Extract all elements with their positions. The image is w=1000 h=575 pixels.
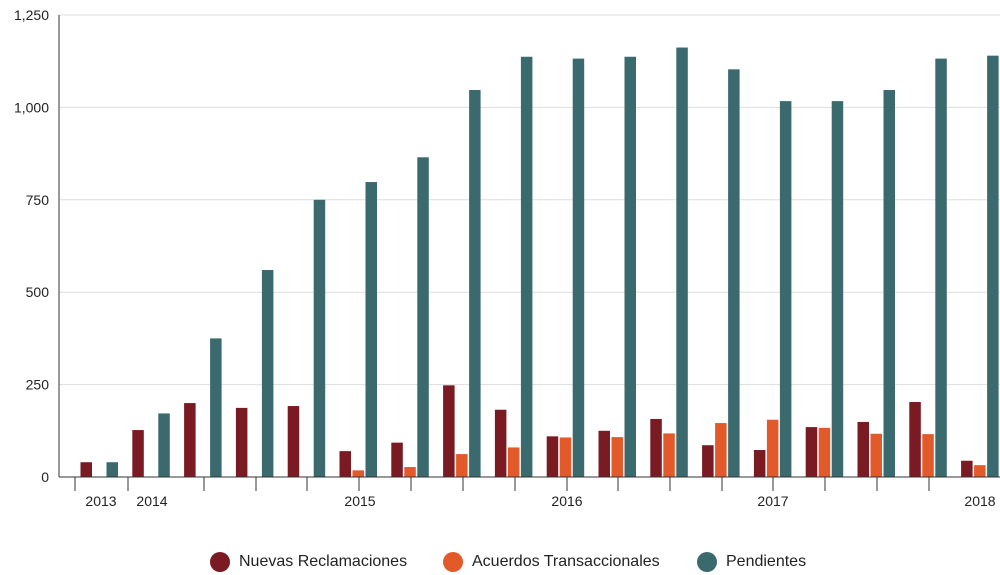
bar-nuevas-reclamaciones: [494, 409, 507, 477]
bar-pendientes: [935, 58, 947, 478]
bar-nuevas-reclamaciones: [443, 385, 455, 477]
bar-nuevas-reclamaciones: [753, 450, 766, 477]
bar-acuerdos-transaccionales: [922, 434, 934, 477]
legend-item-nuevas-reclamaciones: Nuevas Reclamaciones: [210, 549, 407, 575]
bar-nuevas-reclamaciones: [287, 406, 300, 477]
legend-label: Pendientes: [726, 553, 807, 570]
bar-nuevas-reclamaciones: [805, 427, 818, 477]
bar-pendientes: [520, 56, 533, 477]
bar-pendientes: [106, 462, 118, 477]
bar-acuerdos-transaccionales: [611, 437, 623, 477]
bar-acuerdos-transaccionales: [456, 454, 468, 477]
bar-pendientes: [261, 270, 274, 477]
bar-pendientes: [987, 55, 999, 477]
legend-swatch-pendientes: [697, 552, 717, 572]
bar-pendientes: [728, 69, 740, 477]
x-tick-label: 2018: [964, 493, 995, 509]
x-tick-label: 2016: [551, 493, 582, 509]
bar-pendientes: [831, 101, 844, 478]
bar-nuevas-reclamaciones: [961, 460, 973, 477]
bar-acuerdos-transaccionales: [663, 433, 675, 477]
y-tick-label: 1,000: [14, 99, 49, 115]
bar-nuevas-reclamaciones: [598, 430, 610, 477]
legend-label: Nuevas Reclamaciones: [239, 553, 408, 570]
legend-label: Acuerdos Transaccionales: [472, 553, 660, 570]
bar-acuerdos-transaccionales: [818, 427, 831, 477]
bar-pendientes: [883, 90, 895, 477]
legend-swatch-nuevas-reclamaciones: [210, 552, 230, 572]
bar-pendientes: [779, 101, 792, 478]
y-axis-labels: 0 250 500 750 1,000 1,250: [14, 7, 49, 485]
y-tick-label: 0: [41, 469, 49, 485]
y-tick-label: 500: [26, 284, 50, 300]
bar-nuevas-reclamaciones: [546, 436, 559, 477]
bar-nuevas-reclamaciones: [184, 403, 196, 477]
bar-nuevas-reclamaciones: [235, 407, 248, 477]
x-tick-label: 2013: [85, 493, 116, 509]
bar-nuevas-reclamaciones: [339, 451, 351, 477]
bar-nuevas-reclamaciones: [132, 430, 144, 477]
bar-acuerdos-transaccionales: [766, 419, 779, 477]
bar-acuerdos-transaccionales: [715, 423, 727, 477]
bar-pendientes: [365, 182, 377, 477]
legend-item-acuerdos-transaccionales: Acuerdos Transaccionales: [443, 549, 660, 575]
x-tick-label: 2017: [757, 493, 788, 509]
bar-pendientes: [210, 338, 222, 477]
x-axis: 2013 2014 2015 2016 2017 2018: [59, 476, 1000, 509]
bar-pendientes: [469, 90, 481, 477]
bar-acuerdos-transaccionales: [974, 465, 986, 477]
legend-swatch-acuerdos-transaccionales: [443, 552, 463, 572]
bar-pendientes: [676, 47, 688, 477]
x-tick-label: 2014: [136, 493, 167, 509]
bar-nuevas-reclamaciones: [391, 442, 403, 477]
bar-nuevas-reclamaciones: [650, 418, 662, 477]
bar-pendientes: [624, 56, 636, 477]
legend: Nuevas Reclamaciones Acuerdos Transaccio…: [0, 549, 1000, 575]
bars: [80, 47, 999, 478]
y-tick-label: 1,250: [14, 7, 49, 23]
y-tick-label: 250: [26, 377, 50, 393]
bar-pendientes: [313, 199, 326, 478]
y-tick-label: 750: [26, 192, 50, 208]
bar-nuevas-reclamaciones: [857, 421, 869, 477]
bar-pendientes: [158, 413, 170, 477]
bar-acuerdos-transaccionales: [352, 470, 364, 477]
x-tick-label: 2015: [344, 493, 375, 509]
bar-pendientes: [572, 58, 585, 478]
bar-nuevas-reclamaciones: [702, 445, 714, 477]
bar-acuerdos-transaccionales: [559, 437, 572, 477]
bar-nuevas-reclamaciones: [909, 401, 921, 477]
bar-acuerdos-transaccionales: [870, 433, 882, 477]
bar-nuevas-reclamaciones: [80, 462, 92, 477]
legend-item-pendientes: Pendientes: [697, 549, 806, 575]
bar-pendientes: [417, 157, 429, 477]
bar-acuerdos-transaccionales: [404, 467, 416, 477]
bar-acuerdos-transaccionales: [507, 447, 520, 477]
